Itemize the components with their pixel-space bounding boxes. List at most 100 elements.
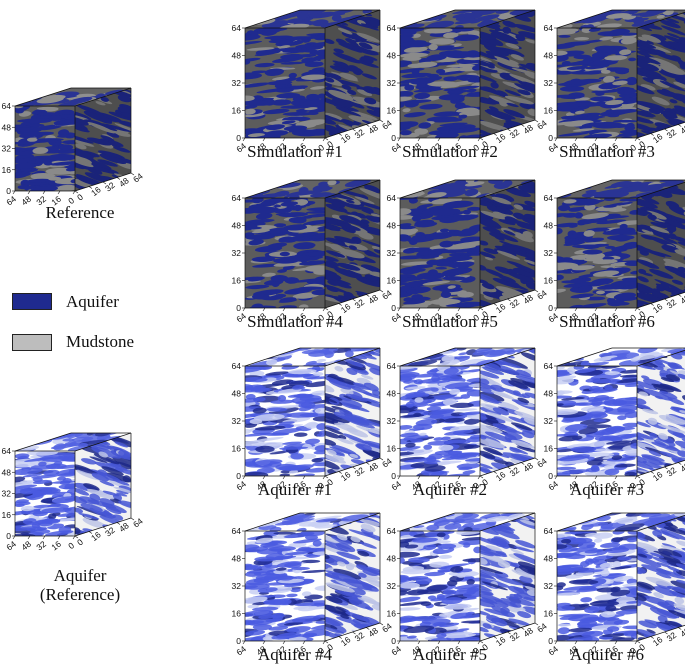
axis-tick-z: 16 — [387, 276, 397, 286]
axis-tick-x: 32 — [665, 297, 679, 311]
panel-caption-line: Aquifer #2 — [375, 480, 525, 499]
panel-caption: Simulation #5 — [375, 312, 525, 331]
axis-tick-z: 48 — [544, 51, 554, 61]
aquifer-cube — [386, 343, 547, 480]
axis-tick-x: 16 — [89, 529, 103, 543]
axis-tick-z: 64 — [2, 101, 12, 111]
panel-caption-line: Aquifer #3 — [532, 480, 682, 499]
axis-tick-x: 32 — [508, 297, 522, 311]
axis-tick-z: 48 — [387, 51, 397, 61]
axis-tick-z: 48 — [544, 554, 554, 564]
aquifer-cube — [387, 508, 548, 646]
axis-tick-x: 32 — [353, 465, 367, 479]
axis-tick-z: 64 — [387, 361, 397, 371]
legend-swatch-mudstone — [12, 334, 52, 351]
panel-caption-line: Simulation #6 — [532, 312, 682, 331]
axis-tick-z: 32 — [387, 248, 397, 258]
axis-tick-y: 48 — [19, 539, 33, 553]
panel-caption-line: Aquifer — [0, 566, 160, 585]
axis-tick-z: 48 — [232, 221, 242, 231]
axis-tick-z: 32 — [544, 416, 554, 426]
axis-tick-x: 32 — [353, 630, 367, 644]
panel-caption-line: Simulation #3 — [532, 142, 682, 161]
axis-tick-x: 32 — [103, 180, 117, 194]
axis-tick-z: 16 — [232, 444, 242, 454]
panel-caption-line: Aquifer #6 — [532, 645, 682, 664]
axis-tick-z: 64 — [232, 23, 242, 33]
axis-tick-z: 48 — [2, 467, 12, 477]
axis-tick-x: 32 — [103, 525, 117, 539]
axis-tick-z: 32 — [2, 489, 12, 499]
panel-caption: Aquifer(Reference) — [0, 566, 160, 604]
legend-label-mudstone: Mudstone — [66, 332, 134, 351]
axis-tick-z: 16 — [232, 106, 242, 116]
axis-tick-x: 32 — [353, 127, 367, 141]
axis-tick-x: 16 — [89, 184, 103, 198]
axis-tick-z: 48 — [387, 554, 397, 564]
axis-tick-z: 64 — [2, 446, 12, 456]
axis-tick-z: 16 — [2, 165, 12, 175]
panel-caption-line: Aquifer #4 — [220, 645, 370, 664]
axis-tick-z: 48 — [544, 221, 554, 231]
axis-tick-x: 0 — [75, 192, 85, 203]
axis-tick-z: 16 — [544, 609, 554, 619]
axis-tick-y: 32 — [34, 539, 48, 553]
axis-tick-z: 32 — [232, 581, 242, 591]
panel-caption: Reference — [0, 203, 160, 222]
panel-caption-line: Aquifer #5 — [375, 645, 525, 664]
aquifer-cube — [542, 343, 685, 480]
aquifer-cube — [231, 343, 391, 481]
axis-tick-z: 16 — [232, 276, 242, 286]
axis-tick-x: 32 — [665, 127, 679, 141]
panel-caption-line: Simulation #5 — [375, 312, 525, 331]
panel-caption: Simulation #6 — [532, 312, 682, 331]
legend-label-aquifer: Aquifer — [66, 292, 119, 311]
axis-tick-x: 32 — [665, 465, 679, 479]
panel-caption: Aquifer #2 — [375, 480, 525, 499]
axis-tick-z: 64 — [232, 193, 242, 203]
axis-tick-z: 48 — [232, 554, 242, 564]
axis-tick-z: 64 — [544, 526, 554, 536]
axis-tick-z: 48 — [232, 389, 242, 399]
axis-tick-y: 0 — [66, 540, 76, 551]
axis-tick-z: 32 — [544, 581, 554, 591]
axis-tick-z: 16 — [387, 444, 397, 454]
facies-cube — [385, 3, 544, 142]
axis-tick-z: 32 — [387, 78, 397, 88]
axis-tick-z: 32 — [2, 144, 12, 154]
axis-tick-z: 16 — [544, 106, 554, 116]
axis-tick-x: 64 — [131, 516, 145, 530]
axis-tick-x: 32 — [508, 630, 522, 644]
axis-tick-x: 0 — [75, 537, 85, 548]
aquifer-cube — [232, 508, 393, 647]
panel-caption: Simulation #3 — [532, 142, 682, 161]
panel-caption-line: (Reference) — [0, 585, 160, 604]
axis-tick-z: 64 — [232, 361, 242, 371]
axis-tick-z: 16 — [2, 510, 12, 520]
axis-tick-z: 64 — [544, 361, 554, 371]
aquifer-cube — [546, 506, 685, 646]
axis-tick-x: 48 — [117, 520, 131, 534]
axis-tick-z: 48 — [387, 221, 397, 231]
axis-tick-x: 48 — [117, 175, 131, 189]
facies-cube — [230, 175, 390, 315]
axis-tick-x: 32 — [508, 127, 522, 141]
panel-caption: Simulation #4 — [220, 312, 370, 331]
